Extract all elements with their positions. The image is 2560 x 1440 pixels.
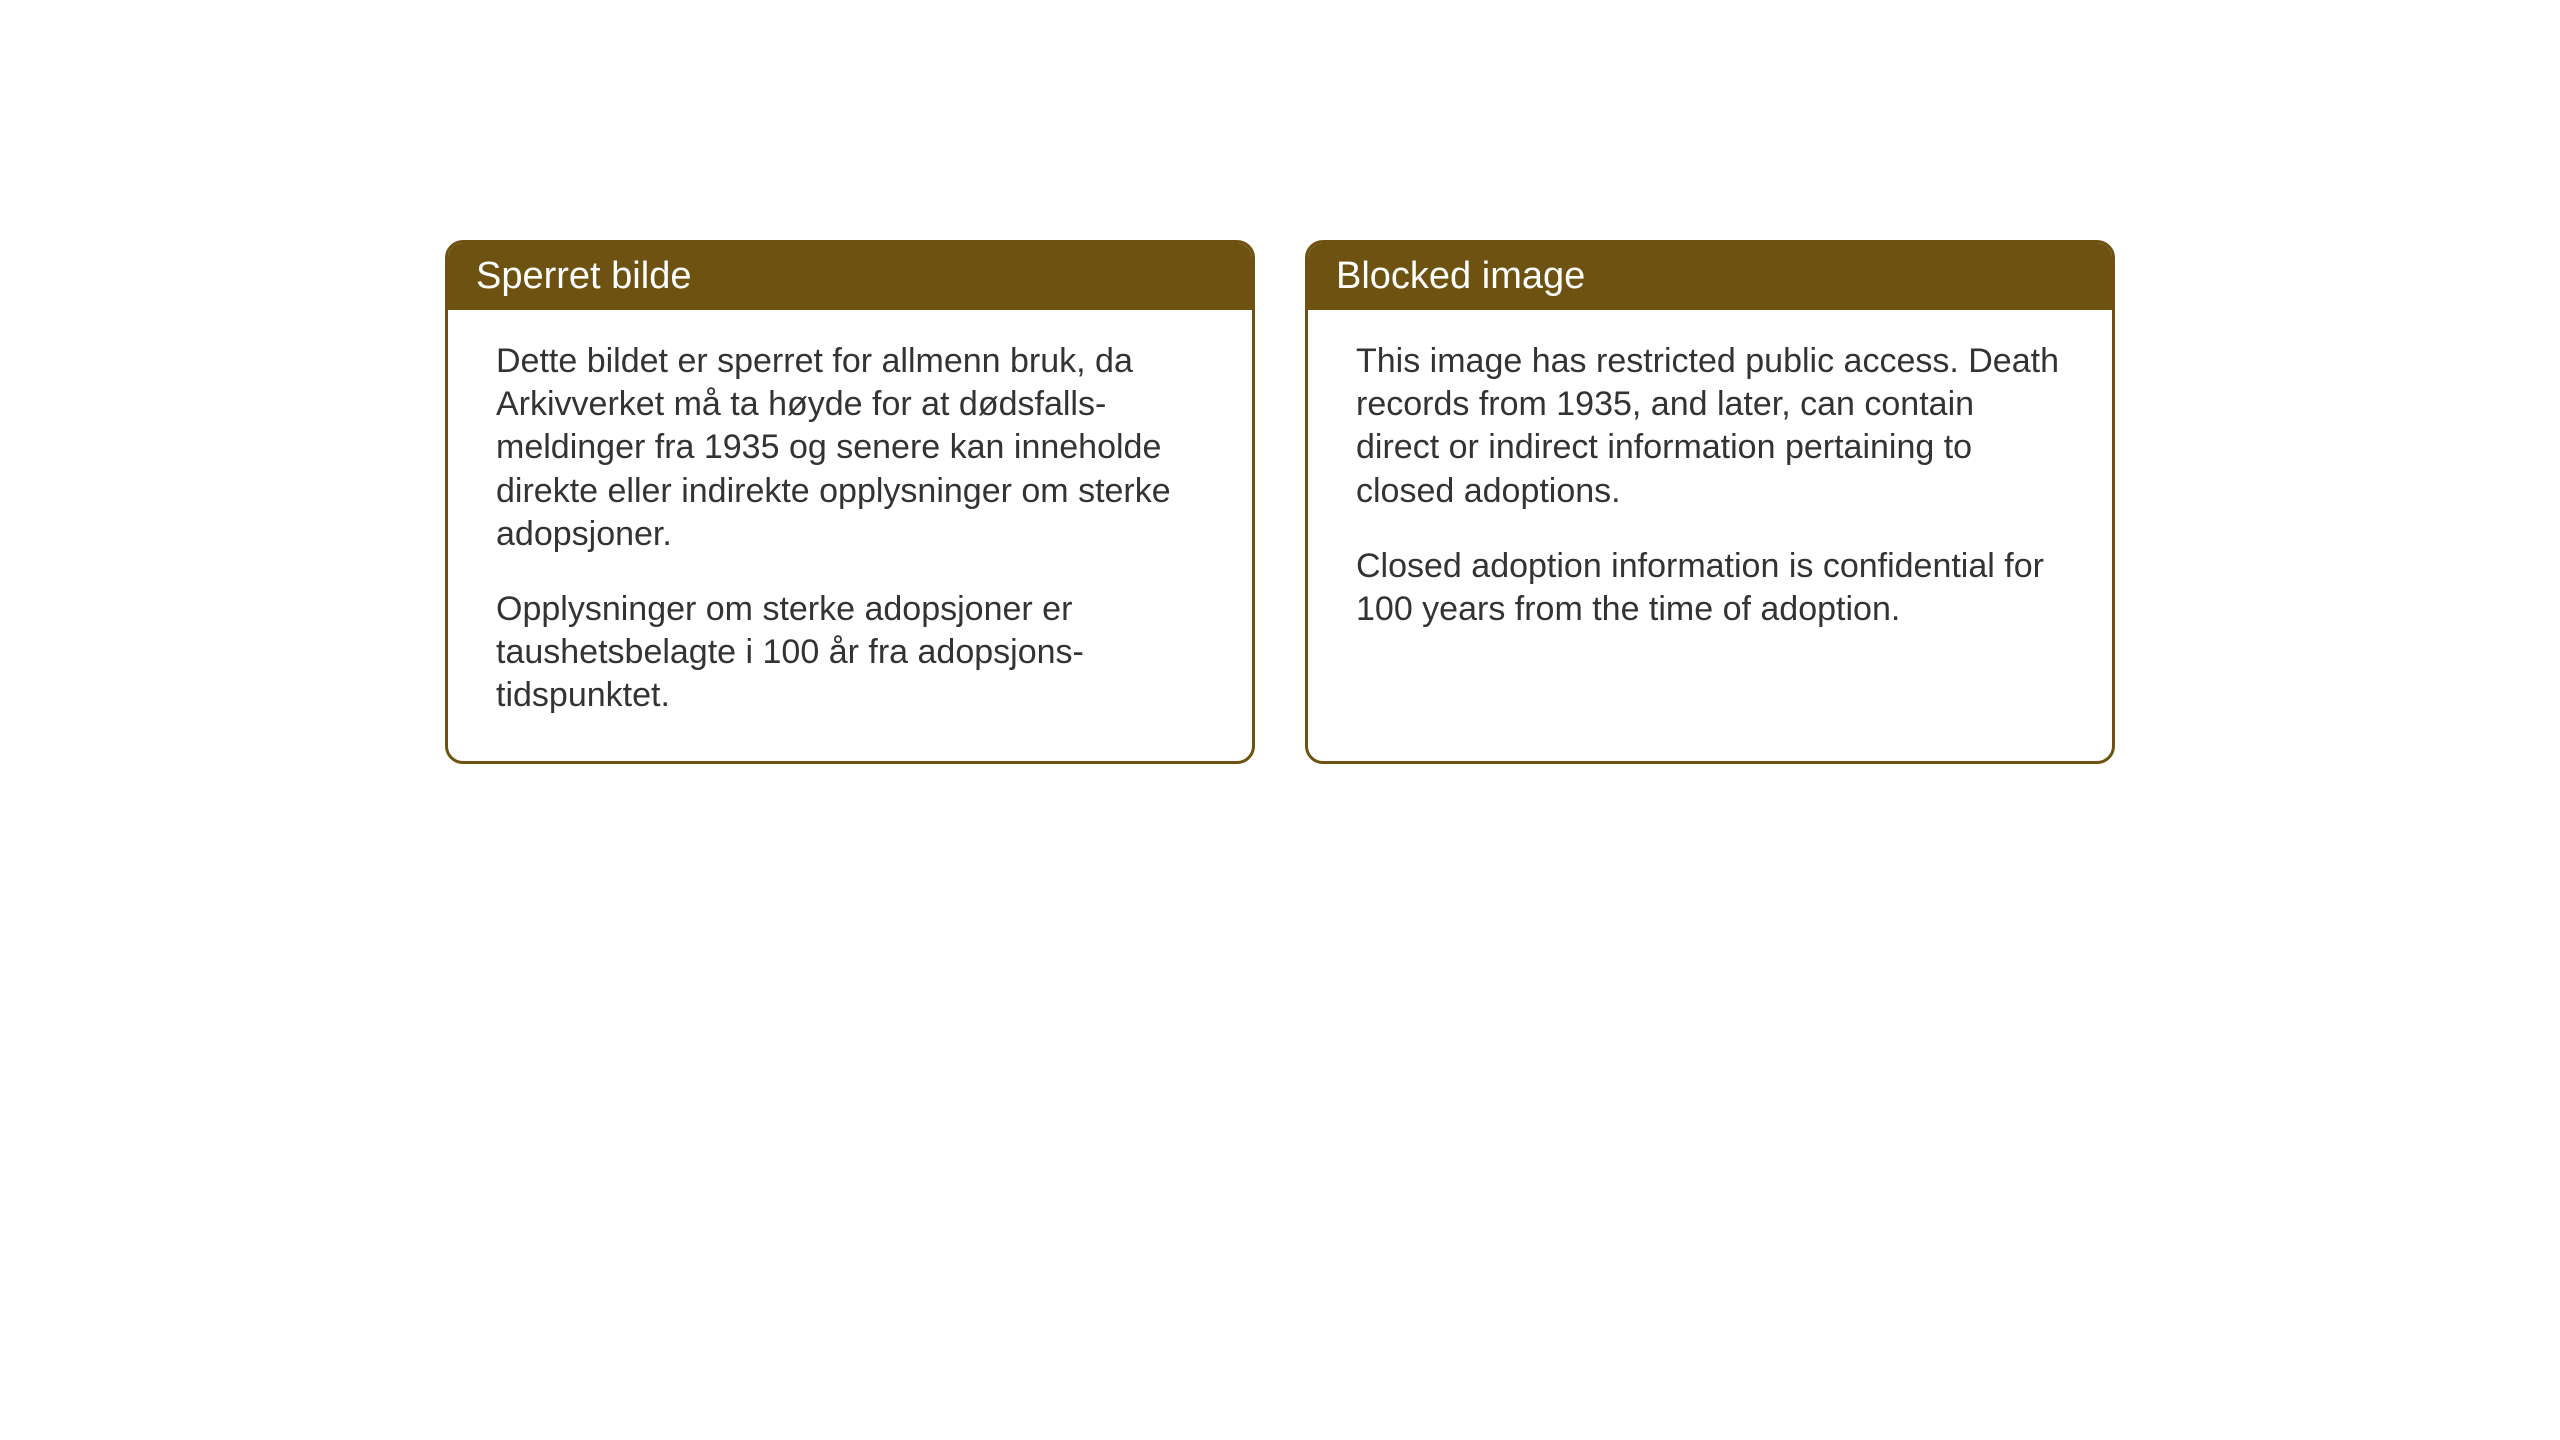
notice-body-norwegian: Dette bildet er sperret for allmenn bruk…: [448, 310, 1252, 761]
notice-paragraph-1-english: This image has restricted public access.…: [1356, 340, 2064, 513]
notices-container: Sperret bilde Dette bildet er sperret fo…: [445, 240, 2115, 764]
notice-paragraph-2-english: Closed adoption information is confident…: [1356, 545, 2064, 631]
notice-paragraph-1-norwegian: Dette bildet er sperret for allmenn bruk…: [496, 340, 1204, 556]
notice-title-english: Blocked image: [1336, 255, 1585, 297]
notice-body-english: This image has restricted public access.…: [1308, 310, 2112, 675]
notice-title-norwegian: Sperret bilde: [476, 255, 691, 297]
notice-box-norwegian: Sperret bilde Dette bildet er sperret fo…: [445, 240, 1255, 764]
notice-box-english: Blocked image This image has restricted …: [1305, 240, 2115, 764]
notice-header-norwegian: Sperret bilde: [448, 243, 1252, 310]
notice-header-english: Blocked image: [1308, 243, 2112, 310]
notice-paragraph-2-norwegian: Opplysninger om sterke adopsjoner er tau…: [496, 588, 1204, 718]
